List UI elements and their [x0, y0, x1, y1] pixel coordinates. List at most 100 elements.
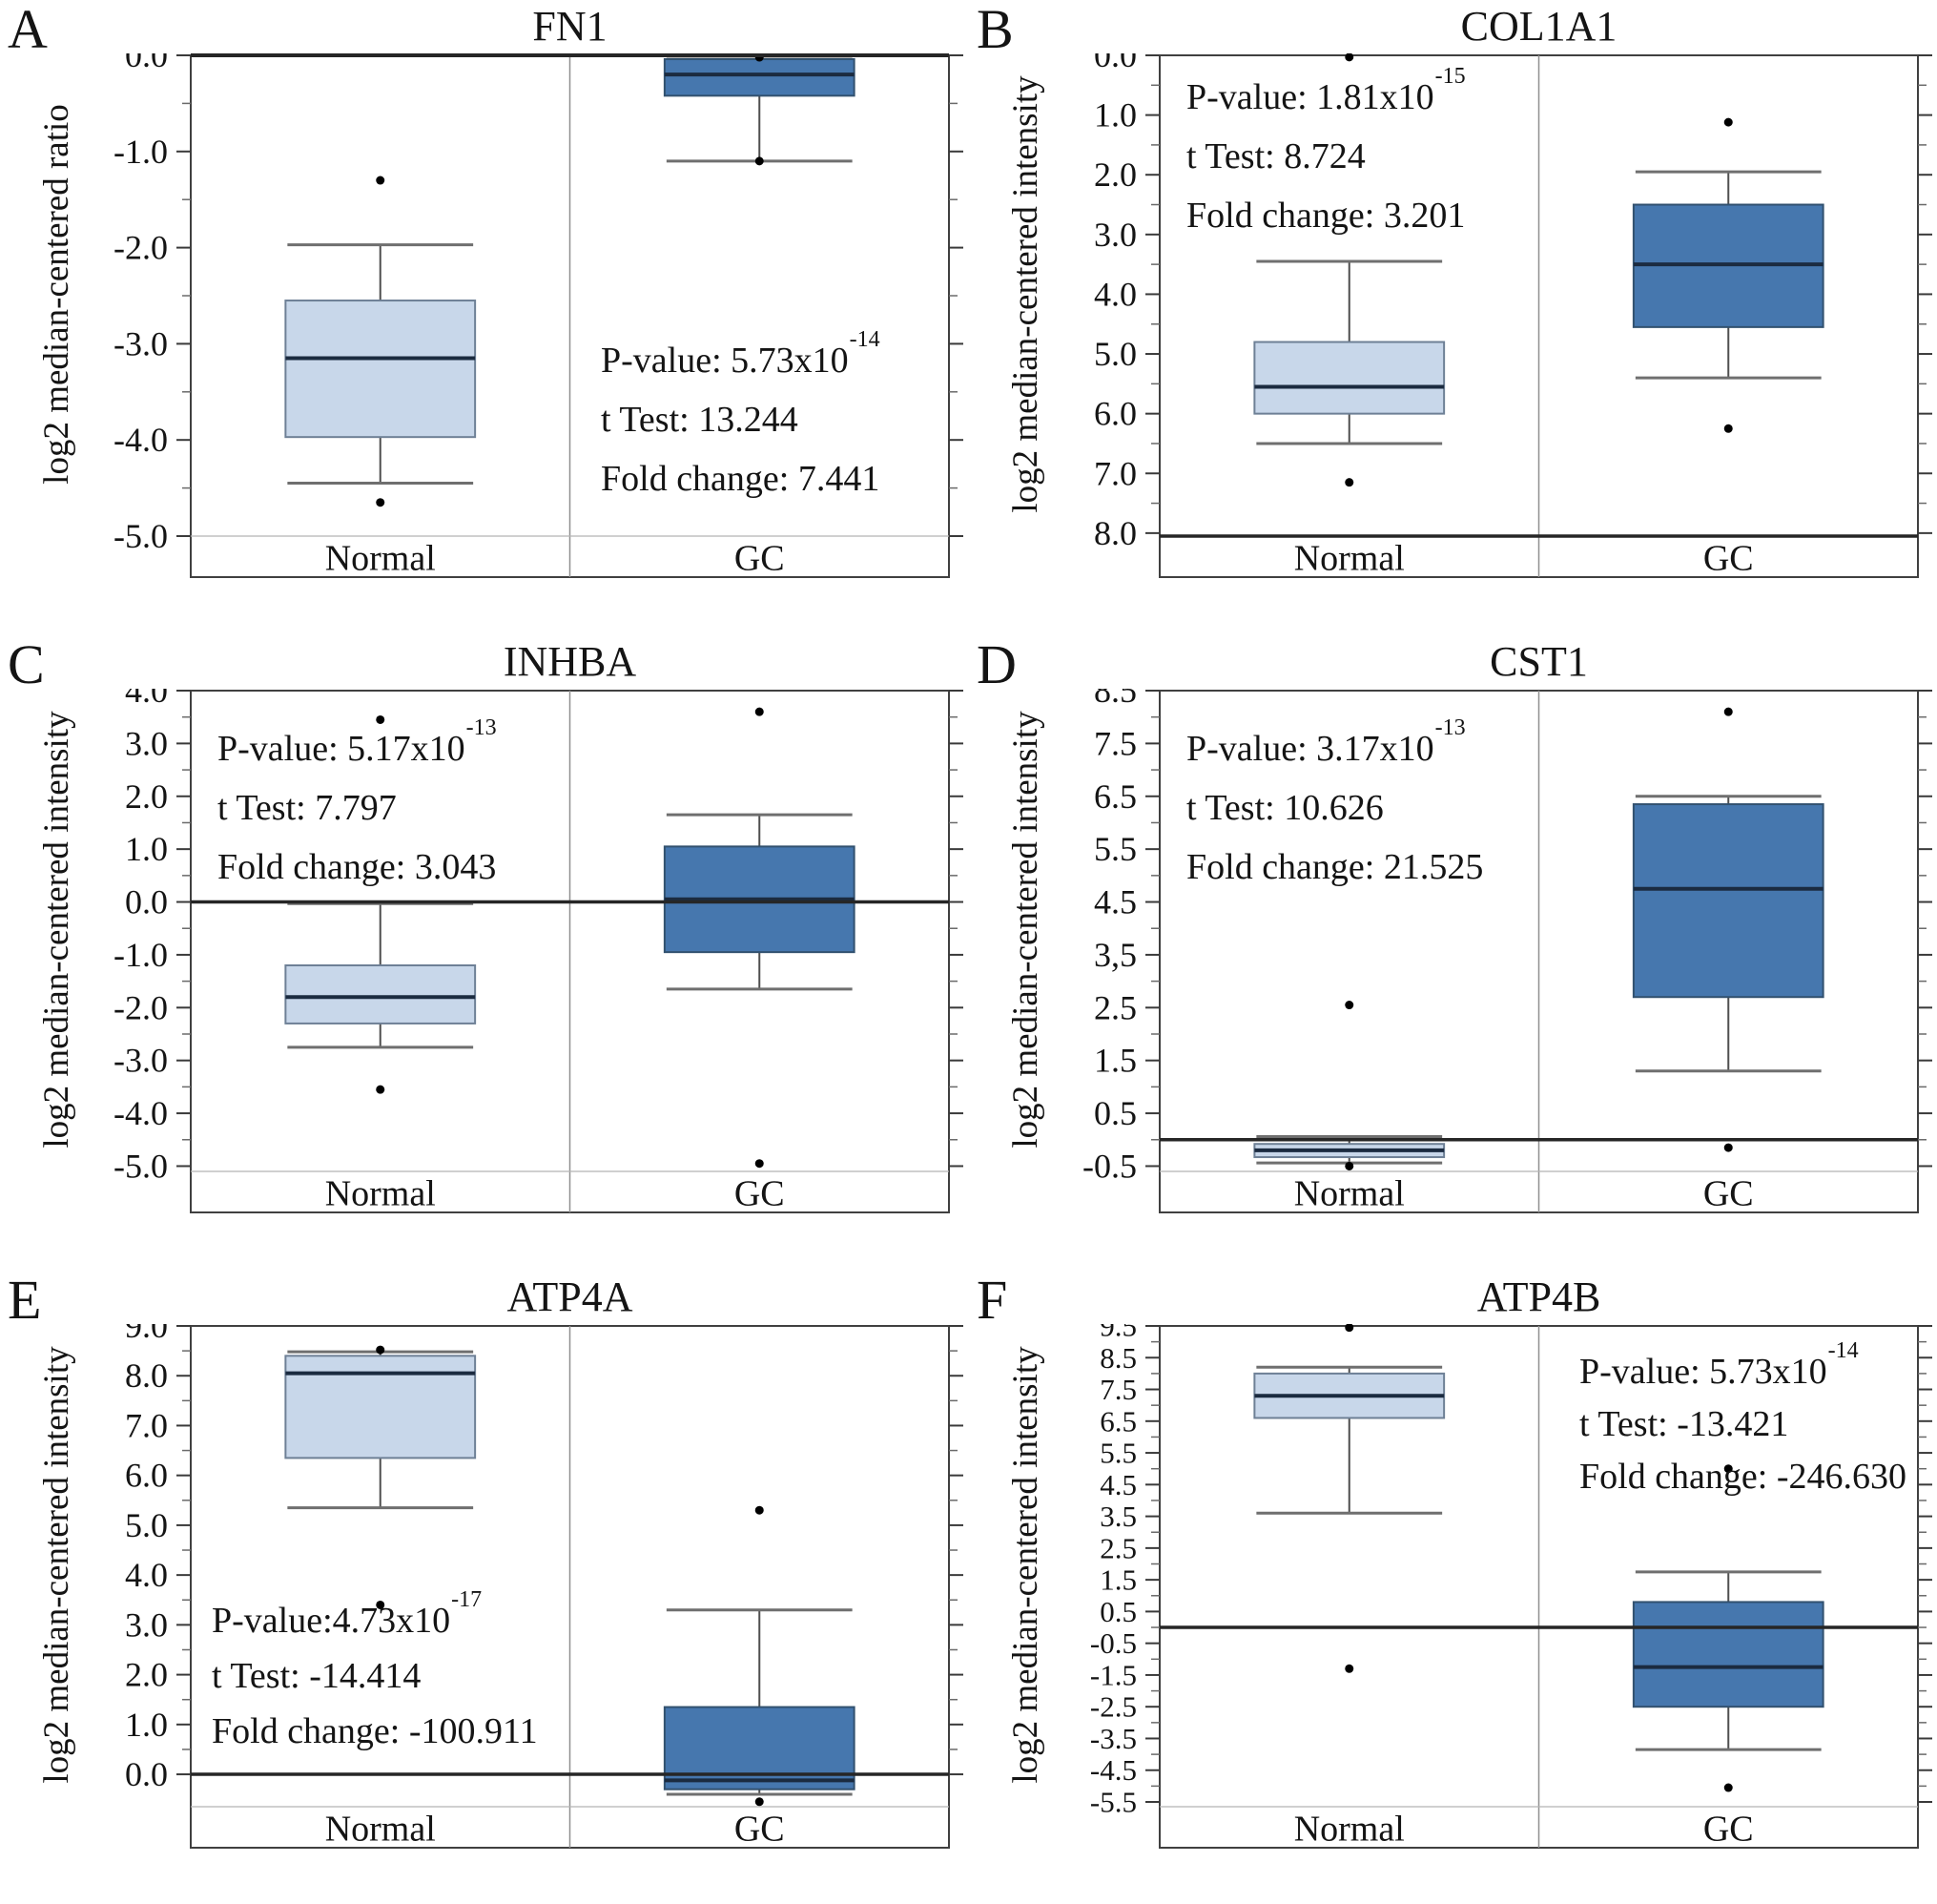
p-value-text: P-value: 5.73x10-14 [1579, 1338, 1859, 1392]
y-tick-label: 2.0 [1094, 155, 1137, 194]
boxplot-canvas: 0.0 1.0 2.0 3.0 4.0 5.0 6.0 7.0 8.0 Normal GC [1094, 53, 1932, 579]
y-tick-label: -4.0 [113, 1094, 168, 1132]
t-test-text: t Test: -14.414 [212, 1656, 422, 1696]
y-tick-label: 5.0 [1094, 335, 1137, 373]
p-value-exponent: -13 [1434, 715, 1466, 741]
fold-change-text: Fold change: -246.630 [1579, 1457, 1907, 1497]
y-tick-label: 0.0 [1094, 53, 1137, 74]
p-value-exponent: -13 [465, 715, 497, 741]
box-gc [663, 1706, 855, 1790]
outlier-dot [1723, 424, 1733, 433]
outlier-dot [754, 1797, 764, 1807]
y-tick-label: -3.5 [1090, 1722, 1137, 1755]
outlier-dot [376, 714, 385, 724]
y-tick-label: 2.0 [125, 1656, 168, 1694]
y-tick-label: -5.0 [113, 517, 168, 555]
y-tick-label: 1.0 [125, 830, 168, 868]
y-tick-label: 2.5 [1100, 1531, 1137, 1564]
outlier-dot [1345, 1161, 1354, 1170]
y-tick-label: -2.5 [1090, 1690, 1137, 1724]
y-tick-label: 3.0 [1094, 216, 1137, 254]
outlier-dot [1723, 1464, 1733, 1474]
t-test-text: t Test: 8.724 [1186, 136, 1366, 176]
panel-col1a1: B COL1A1 log2 median-centered intensity … [969, 0, 1937, 634]
outlier-dot [1345, 1664, 1354, 1673]
panel-letter: A [8, 0, 48, 60]
y-tick-label: 1.0 [1094, 96, 1137, 135]
y-tick-label: 1.0 [125, 1706, 168, 1744]
p-value-text: P-value: 1.81x10-15 [1186, 64, 1466, 117]
fold-change-text: Fold change: 3.201 [1186, 196, 1466, 236]
y-tick-label: 3.0 [125, 724, 168, 762]
stats-annotation: P-value: 5.73x10-14 t Test: 13.244 Fold … [601, 328, 880, 508]
panel-letter: E [8, 1269, 42, 1331]
y-tick-label: -0.5 [1082, 1147, 1137, 1185]
outlier-dot [376, 1345, 385, 1355]
y-tick-label: 0.5 [1094, 1094, 1137, 1132]
y-tick-label: 9.5 [1100, 1324, 1137, 1343]
box-normal [284, 300, 477, 439]
y-tick-label: 6.5 [1100, 1404, 1137, 1438]
outlier-dot [1345, 478, 1354, 487]
y-tick-label: 4.0 [125, 1556, 168, 1594]
y-tick-label: 0.0 [125, 53, 168, 74]
group-label: GC [1703, 539, 1754, 579]
p-value-text: P-value: 3.17x10-13 [1186, 715, 1466, 769]
fold-change-text: Fold change: 3.043 [217, 847, 497, 887]
outlier-dot [754, 1505, 764, 1515]
p-value-exponent: -17 [451, 1587, 483, 1613]
panel-letter: D [977, 633, 1017, 695]
y-tick-label: 8.5 [1100, 1341, 1137, 1375]
y-tick-label: -1.5 [1090, 1658, 1137, 1691]
outlier-dot [1345, 53, 1354, 62]
stats-annotation: P-value: 5.17x10-13 t Test: 7.797 Fold c… [217, 716, 497, 897]
outlier-dot [376, 176, 385, 185]
group-label: Normal [1294, 1810, 1405, 1850]
y-tick-label: -2.0 [113, 229, 168, 267]
y-tick-label: -2.0 [113, 988, 168, 1026]
y-tick-label: -5.0 [113, 1147, 168, 1185]
group-label: GC [734, 539, 785, 579]
y-tick-label: 4.0 [1094, 275, 1137, 313]
outlier-dot [754, 1159, 764, 1169]
group-label: Normal [325, 1174, 436, 1214]
y-tick-label: -5.5 [1090, 1786, 1137, 1819]
panel-title: ATP4B [1476, 1273, 1601, 1320]
box-normal [1253, 341, 1446, 415]
panel-title: COL1A1 [1460, 3, 1618, 50]
outlier-dot [1345, 1001, 1354, 1010]
y-tick-label: 5.5 [1100, 1437, 1137, 1470]
y-tick-label: 1.5 [1100, 1563, 1137, 1597]
y-tick-label: 7.0 [1094, 454, 1137, 492]
group-label: GC [1703, 1174, 1754, 1214]
panel-atp4b: F ATP4B log2 median-centered intensity 9… [969, 1271, 1937, 1904]
y-tick-label: 4.5 [1100, 1468, 1137, 1501]
p-value-exponent: -15 [1434, 64, 1466, 90]
y-tick-label: 7.5 [1094, 724, 1137, 762]
box-gc [1632, 803, 1824, 999]
y-tick-label: 8.0 [125, 1356, 168, 1395]
stats-annotation: P-value: 5.73x10-14 t Test: -13.421 Fold… [1579, 1338, 1907, 1503]
y-tick-label: 3.0 [125, 1605, 168, 1644]
y-tick-label: -1.0 [113, 936, 168, 974]
group-label: Normal [1294, 1174, 1405, 1214]
y-tick-label: 0.5 [1100, 1595, 1137, 1628]
fold-change-text: Fold change: 7.441 [601, 459, 880, 499]
fold-change-text: Fold change: 21.525 [1186, 847, 1484, 887]
panel-letter: B [977, 0, 1014, 60]
panel-atp4a: E ATP4A log2 median-centered intensity 9… [0, 1271, 968, 1904]
y-tick-label: 7.0 [125, 1406, 168, 1444]
group-label: Normal [325, 1810, 436, 1850]
y-tick-label: 6.0 [1094, 395, 1137, 433]
boxplot-canvas: 4.0 3.0 2.0 1.0 0.0 -1.0 -2.0 -3.0 -4.0 -5.0 Norma… [113, 689, 963, 1214]
panel-letter: C [8, 633, 45, 695]
y-tick-label: -3.0 [113, 1042, 168, 1080]
panel-cst1: D CST1 log2 median-centered intensity 8.… [969, 635, 1937, 1270]
y-tick-label: 7.5 [1100, 1373, 1137, 1406]
y-tick-label: 3.5 [1100, 1500, 1137, 1533]
boxplot-canvas: 9.0 8.0 7.0 6.0 5.0 4.0 3.0 2.0 1.0 0.0 Normal GC [125, 1324, 963, 1850]
y-tick-label: 9.0 [125, 1324, 168, 1345]
outlier-dot [754, 707, 764, 716]
panel-title: FN1 [532, 3, 608, 50]
